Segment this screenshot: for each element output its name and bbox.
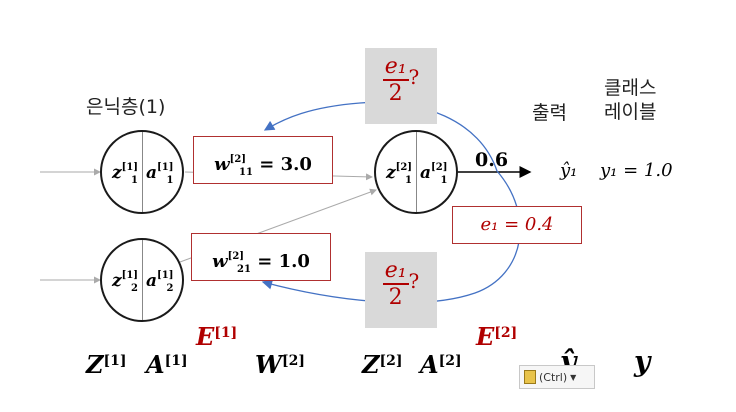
hidden-node-1-z: z[1]1 bbox=[111, 162, 139, 186]
error-share-bottom: e₁ 2? bbox=[365, 252, 437, 328]
prediction-yhat: ŷ₁ bbox=[560, 160, 578, 181]
error-box: e₁ = 0.4 bbox=[452, 206, 582, 244]
paste-options-label: (Ctrl) bbox=[539, 370, 568, 384]
paste-options-button[interactable]: (Ctrl) ▼ bbox=[519, 365, 595, 389]
hidden-node-1-a: a[1]1 bbox=[146, 162, 174, 186]
class-label-value: y₁ = 1.0 bbox=[600, 160, 673, 181]
hidden-layer-label: 은닉층(1) bbox=[86, 96, 166, 118]
output-node-z: z[2]1 bbox=[385, 162, 413, 186]
bottom-A1: A[1] bbox=[146, 350, 188, 379]
hidden-node-2-a: a[1]2 bbox=[146, 270, 174, 294]
class-label-line2: 레이블 bbox=[604, 101, 657, 123]
bottom-y: y bbox=[634, 345, 651, 378]
hidden-node-2-z: z[1]2 bbox=[111, 270, 139, 294]
chevron-down-icon: ▼ bbox=[570, 372, 577, 382]
weight-w11-box: w[2]11 = 3.0 bbox=[193, 136, 333, 184]
error-share-top: e₁ 2? bbox=[365, 48, 437, 124]
bottom-Z2: Z[2] bbox=[362, 350, 403, 379]
clipboard-icon bbox=[524, 370, 536, 384]
output-value: 0.6 bbox=[475, 149, 509, 171]
hidden-node-2: z[1]2 a[1]2 bbox=[100, 238, 184, 322]
class-label: 클래스 레이블 bbox=[604, 76, 656, 124]
weight-w21-box: w[2]21 = 1.0 bbox=[191, 233, 331, 281]
bottom-A2: A[2] bbox=[420, 350, 462, 379]
bottom-Z1: Z[1] bbox=[86, 350, 127, 379]
bottom-E2: E[2] bbox=[476, 322, 518, 351]
bottom-W2: W[2] bbox=[255, 350, 305, 379]
bottom-E1: E[1] bbox=[196, 322, 238, 351]
hidden-node-1: z[1]1 a[1]1 bbox=[100, 130, 184, 214]
class-label-line1: 클래스 bbox=[604, 77, 657, 99]
output-label: 출력 bbox=[532, 102, 567, 124]
output-node-a: a[2]1 bbox=[420, 162, 448, 186]
output-node: z[2]1 a[2]1 bbox=[374, 130, 458, 214]
